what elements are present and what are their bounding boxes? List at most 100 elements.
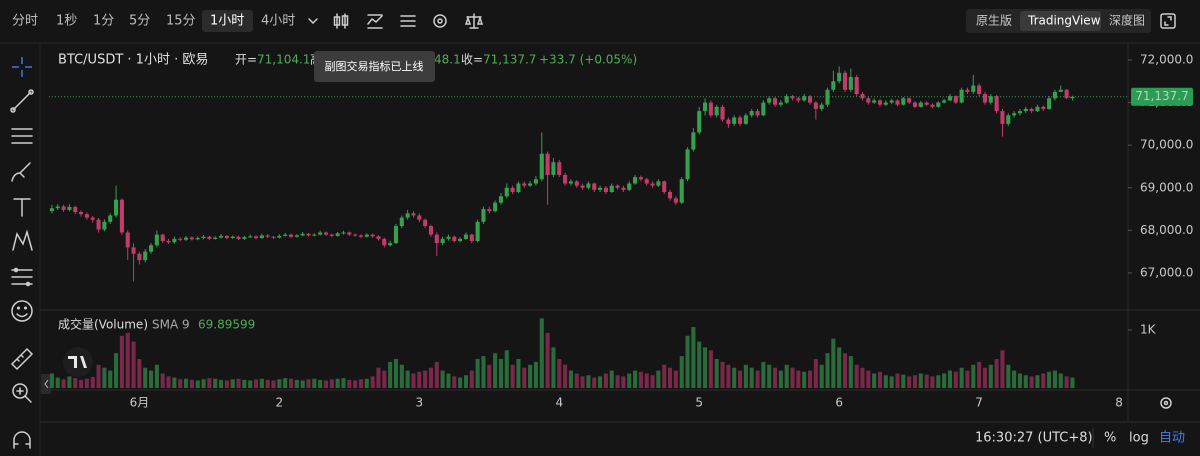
volume-bar	[452, 376, 457, 388]
percent-toggle[interactable]: %	[1104, 431, 1116, 446]
volume-bar	[253, 379, 259, 388]
volume-bar	[382, 370, 387, 388]
template-icon[interactable]	[400, 15, 416, 27]
indicator-icon[interactable]	[367, 14, 383, 29]
candle-body	[1052, 91, 1057, 99]
candle-body	[294, 235, 299, 237]
text-tool[interactable]	[13, 198, 31, 217]
forecast-tool[interactable]	[11, 267, 33, 287]
volume-bar	[842, 353, 848, 388]
volume-bar	[166, 376, 171, 388]
candle-body	[516, 183, 521, 193]
log-toggle[interactable]: log	[1129, 431, 1149, 446]
volume-bar	[551, 347, 556, 388]
collapse-button[interactable]	[41, 374, 51, 394]
zoom-tool[interactable]	[12, 383, 32, 403]
volume-bar	[434, 361, 439, 388]
chart-type-icon[interactable]	[333, 13, 349, 29]
volume-bar	[405, 370, 410, 388]
candle-body	[598, 187, 603, 190]
volume-bar	[930, 376, 935, 388]
volume-bar	[609, 370, 614, 388]
candle-body	[434, 234, 439, 244]
volume-bar	[889, 376, 894, 388]
candle-body	[749, 111, 754, 116]
interval-button[interactable]: 分时	[12, 14, 38, 29]
volume-bar	[802, 371, 807, 388]
interval-button[interactable]: 15分	[166, 14, 196, 29]
tradingview-logo	[63, 347, 93, 377]
view-button[interactable]: TradingView	[1027, 14, 1101, 28]
volume-bar	[114, 353, 119, 388]
volume-bar	[726, 364, 731, 388]
interval-button[interactable]: 5分	[129, 14, 150, 29]
volume-bar	[67, 376, 72, 388]
volume-bar	[323, 380, 329, 388]
view-button[interactable]: 原生版	[976, 14, 1012, 28]
volume-bar	[848, 356, 853, 388]
volume-bar	[580, 376, 585, 388]
interval-button[interactable]: 1秒	[56, 14, 77, 29]
interval-button[interactable]: 4小时	[261, 14, 295, 29]
volume-bar	[685, 335, 690, 388]
pattern-tool[interactable]	[12, 229, 33, 251]
ohlc-close-label: 收=	[461, 53, 483, 67]
auto-toggle[interactable]: 自动	[1159, 431, 1185, 446]
volume-bar	[1041, 373, 1046, 388]
emoji-tool[interactable]	[11, 300, 33, 322]
brush-tool[interactable]	[11, 162, 31, 182]
tooltip-text: 副图交易指标已上线	[325, 59, 424, 73]
interval-button[interactable]: 1分	[93, 14, 114, 29]
candle-body	[580, 185, 585, 188]
y-tick-label: 70,000.0	[1140, 138, 1193, 152]
candle-body	[778, 102, 783, 105]
ruler-tool[interactable]	[10, 347, 34, 371]
volume-bar	[994, 358, 999, 388]
candle-body	[627, 183, 632, 190]
candle-body	[644, 179, 649, 184]
view-selected-bg	[1020, 11, 1101, 31]
volume-bar	[318, 379, 323, 388]
candle-body	[271, 236, 276, 238]
interval-button[interactable]: 1小时	[210, 14, 244, 29]
crosshair-tool[interactable]	[12, 57, 32, 77]
candle-body	[84, 214, 89, 218]
ohlc-low-fragment: 48.1	[434, 53, 461, 67]
hline-tool[interactable]	[11, 128, 33, 144]
candle-body	[831, 81, 836, 90]
candle-body	[230, 236, 235, 239]
volume-bar	[737, 370, 743, 388]
volume-bar	[977, 361, 982, 388]
x-tick-label: 5	[695, 396, 703, 410]
dropdown-icon[interactable]	[308, 18, 318, 25]
volume-bar	[393, 358, 399, 388]
candle-body	[907, 98, 912, 103]
axis-settings-icon[interactable]	[1160, 397, 1172, 409]
volume-bar	[230, 379, 235, 388]
fullscreen-icon[interactable]	[1160, 13, 1176, 29]
collapse-icon	[44, 379, 49, 389]
candle-body	[67, 206, 72, 210]
compare-icon[interactable]	[464, 13, 484, 29]
magnet-tool[interactable]	[13, 431, 31, 449]
settings-icon[interactable]	[433, 14, 447, 28]
candle-body	[242, 237, 247, 239]
volume-bar	[283, 378, 288, 388]
candle-body	[726, 119, 731, 124]
volume-bar	[1000, 350, 1005, 388]
view-button[interactable]: 深度图	[1109, 13, 1145, 28]
candle-body	[959, 89, 964, 103]
volume-bar	[119, 335, 124, 388]
candle-body	[673, 198, 678, 203]
volume-bar	[574, 373, 579, 388]
candle-body	[96, 219, 101, 230]
volume-bar	[743, 364, 748, 388]
trendline-tool[interactable]	[10, 89, 34, 113]
candle-body	[347, 232, 352, 235]
volume-bar	[854, 364, 859, 388]
volume-bar	[825, 353, 830, 388]
volume-bar	[493, 353, 498, 388]
volume-bar	[988, 364, 993, 388]
candle-body	[446, 236, 451, 239]
candle-body	[813, 102, 818, 109]
